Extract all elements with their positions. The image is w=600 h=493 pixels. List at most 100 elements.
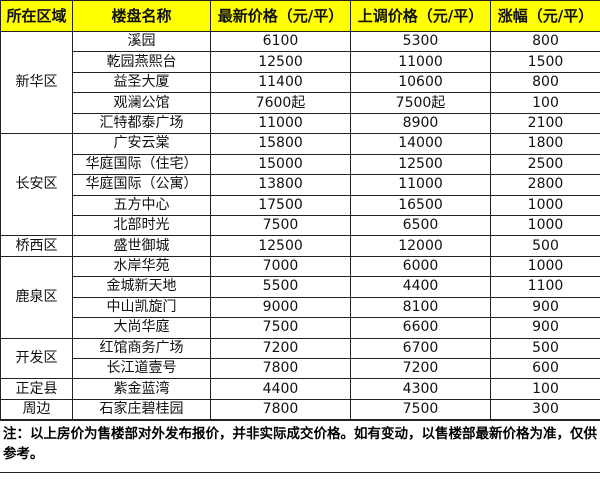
project-name-cell: 乾园燕熙台 [72, 51, 211, 73]
latest-price-cell: 7500 [210, 214, 351, 237]
table-row: 新华区 溪园 6100 5300 800 [0, 30, 600, 135]
column-header: 所在区域 [0, 0, 73, 32]
previous-price-cell: 4400 [350, 276, 491, 298]
region-cell: 鹿泉区 [0, 255, 73, 339]
project-name-cell: 长江道壹号 [72, 357, 211, 380]
increase-cell: 2800 [490, 174, 600, 196]
previous-price-cell: 12000 [350, 235, 491, 257]
latest-price-cell: 11000 [210, 112, 351, 135]
increase-cell: 2100 [490, 112, 600, 135]
table-row: 华庭国际（公寓） 13800 11000 2800 [1, 174, 600, 196]
table-row: 长江道壹号 7800 7200 600 [1, 357, 600, 380]
previous-price-cell: 6500 [350, 214, 491, 237]
increase-cell: 600 [490, 357, 600, 380]
table-row: 中山凯旋门 9000 8100 900 [1, 296, 600, 319]
latest-price-cell: 13800 [210, 174, 351, 196]
region-cell: 新华区 [0, 30, 73, 135]
previous-price-cell: 6700 [350, 337, 491, 360]
latest-price-cell: 12500 [210, 235, 351, 257]
table-row: 鹿泉区 水岸华苑 7000 6000 1000 [0, 255, 600, 339]
increase-cell: 1100 [490, 276, 600, 298]
latest-price-cell: 9000 [210, 296, 351, 319]
region-cell: 长安区 [0, 133, 73, 237]
price-table: 所在区域 楼盘名称 最新价格（元/平） 上调价格（元/平） 涨幅（元/平） 新华区 溪园 6… [0, 0, 600, 421]
project-name-cell: 水岸华苑 [72, 255, 211, 278]
project-name-cell: 盛世御城 [72, 235, 211, 257]
table-row: 桥西区 盛世御城 12500 12000 500 [0, 235, 600, 257]
table-row: 北部时光 7500 6500 1000 [1, 214, 600, 237]
region-cell: 正定县 [0, 378, 73, 400]
table-row: 益圣大厦 11400 10600 800 [1, 71, 600, 94]
table-row: 周边 石家庄碧桂园 7800 7500 300 [0, 398, 600, 421]
latest-price-cell: 12500 [210, 51, 351, 73]
region-cell: 开发区 [0, 337, 73, 380]
table-row: 开发区 红馆商务广场 7200 6700 500 [0, 337, 600, 380]
project-name-cell: 华庭国际（公寓） [72, 174, 211, 196]
table-row: 大尚华庭 7500 6600 900 [1, 317, 600, 339]
previous-price-cell: 11000 [350, 174, 491, 196]
increase-cell: 500 [490, 337, 600, 360]
increase-cell: 1000 [490, 214, 600, 237]
increase-cell: 1000 [490, 194, 600, 216]
region-cell: 桥西区 [0, 235, 73, 257]
column-header: 上调价格（元/平） [350, 0, 491, 32]
latest-price-cell: 7600起 [210, 92, 351, 114]
project-name-cell: 紫金蓝湾 [72, 378, 211, 400]
previous-price-cell: 10600 [350, 71, 491, 94]
project-name-cell: 大尚华庭 [72, 317, 211, 339]
latest-price-cell: 15000 [210, 153, 351, 176]
latest-price-cell: 7800 [210, 357, 351, 380]
increase-cell: 1800 [490, 133, 600, 155]
previous-price-cell: 5300 [350, 30, 491, 53]
increase-cell: 900 [490, 296, 600, 319]
previous-price-cell: 7200 [350, 357, 491, 380]
region-cell: 周边 [0, 398, 73, 421]
increase-cell: 1500 [490, 51, 600, 73]
increase-cell: 800 [490, 30, 600, 53]
latest-price-cell: 7500 [210, 317, 351, 339]
table-row: 汇特都泰广场 11000 8900 2100 [1, 112, 600, 135]
table-row: 正定县 紫金蓝湾 4400 4300 100 [0, 378, 600, 400]
project-name-cell: 汇特都泰广场 [72, 112, 211, 135]
previous-price-cell: 12500 [350, 153, 491, 176]
table-row: 长安区 广安云棠 15800 14000 1800 [0, 133, 600, 237]
project-name-cell: 北部时光 [72, 214, 211, 237]
increase-cell: 800 [490, 71, 600, 94]
column-header: 楼盘名称 [72, 0, 211, 32]
table-row: 五方中心 17500 16500 1000 [1, 194, 600, 216]
project-name-cell: 金城新天地 [72, 276, 211, 298]
project-name-cell: 中山凯旋门 [72, 296, 211, 319]
increase-cell: 2500 [490, 153, 600, 176]
project-name-cell: 石家庄碧桂园 [72, 398, 211, 421]
column-header: 最新价格（元/平） [210, 0, 351, 32]
previous-price-cell: 7500起 [350, 92, 491, 114]
previous-price-cell: 6600 [350, 317, 491, 339]
previous-price-cell: 4300 [350, 378, 491, 400]
table-row: 乾园燕熙台 12500 11000 1500 [1, 51, 600, 73]
increase-cell: 500 [490, 235, 600, 257]
table-row: 金城新天地 5500 4400 1100 [1, 276, 600, 298]
project-name-cell: 溪园 [72, 30, 211, 53]
previous-price-cell: 8900 [350, 112, 491, 135]
table-row: 华庭国际（住宅） 15000 12500 2500 [1, 153, 600, 176]
previous-price-cell: 6000 [350, 255, 491, 278]
table-row: 观澜公馆 7600起 7500起 100 [1, 92, 600, 114]
increase-cell: 1000 [490, 255, 600, 278]
column-header: 涨幅（元/平） [490, 0, 600, 32]
latest-price-cell: 4400 [210, 378, 351, 400]
previous-price-cell: 16500 [350, 194, 491, 216]
latest-price-cell: 17500 [210, 194, 351, 216]
previous-price-cell: 11000 [350, 51, 491, 73]
project-name-cell: 五方中心 [72, 194, 211, 216]
increase-cell: 300 [490, 398, 600, 421]
project-name-cell: 广安云棠 [72, 133, 211, 155]
increase-cell: 900 [490, 317, 600, 339]
latest-price-cell: 7000 [210, 255, 351, 278]
latest-price-cell: 11400 [210, 71, 351, 94]
project-name-cell: 红馆商务广场 [72, 337, 211, 360]
latest-price-cell: 7200 [210, 337, 351, 360]
previous-price-cell: 14000 [350, 133, 491, 155]
latest-price-cell: 15800 [210, 133, 351, 155]
project-name-cell: 华庭国际（住宅） [72, 153, 211, 176]
previous-price-cell: 7500 [350, 398, 491, 421]
